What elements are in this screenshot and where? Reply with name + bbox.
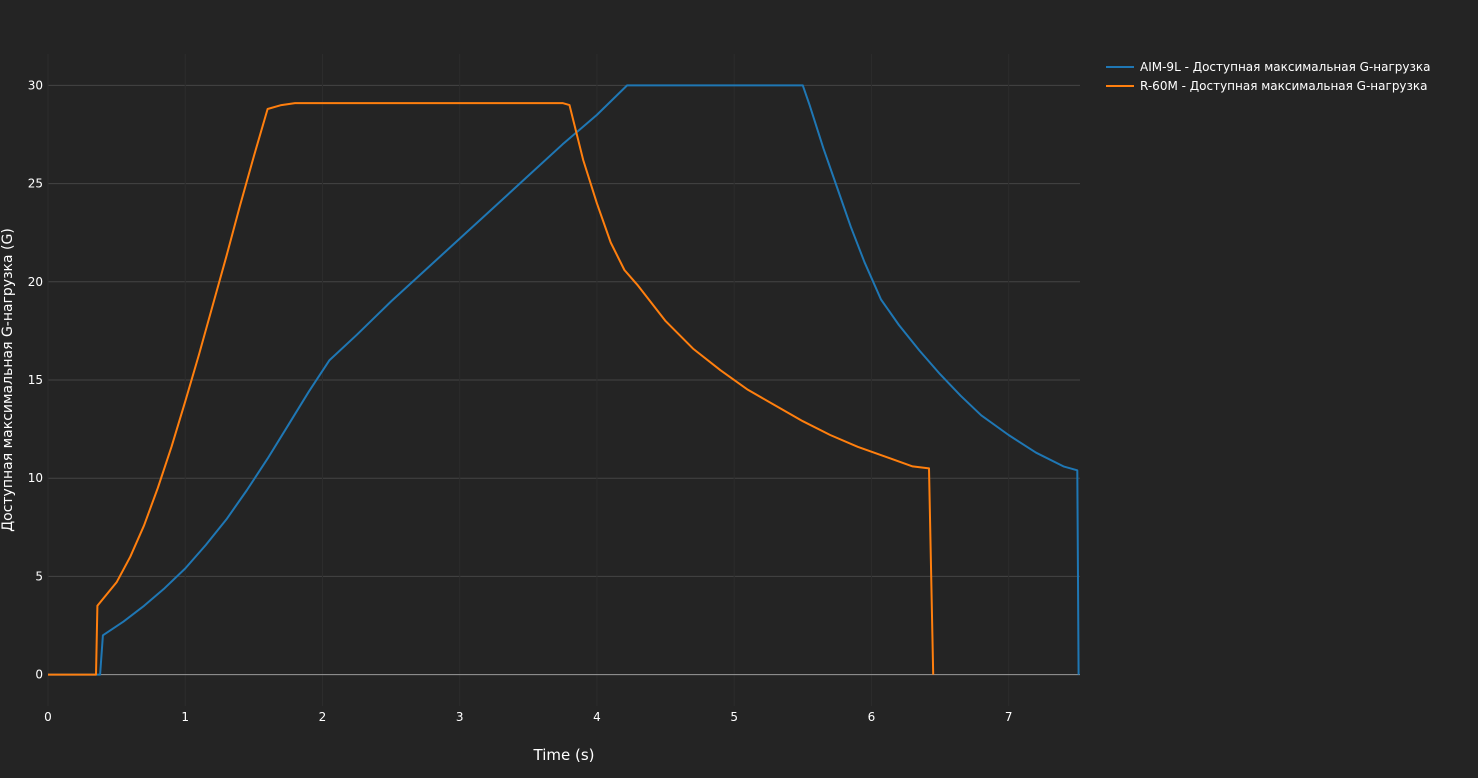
y-axis-title: Доступная максимальная G-нагрузка (G)	[0, 228, 16, 532]
x-tick-label: 2	[319, 710, 327, 724]
legend: AIM-9L - Доступная максимальная G-нагруз…	[1106, 60, 1430, 93]
x-axis-title: Time (s)	[533, 746, 595, 764]
x-tick-label: 7	[1005, 710, 1013, 724]
series-line-1[interactable]	[48, 84, 1080, 676]
series-lines	[48, 84, 1080, 676]
x-tick-label: 5	[730, 710, 738, 724]
y-tick-label: 5	[35, 569, 43, 583]
y-tick-label: 10	[28, 471, 43, 485]
x-tick-label: 1	[181, 710, 189, 724]
series-line-2[interactable]	[48, 102, 935, 676]
y-tick-labels: 0 5 10 15 20 25 30	[28, 78, 43, 681]
legend-label: AIM-9L - Доступная максимальная G-нагруз…	[1140, 60, 1430, 74]
legend-item[interactable]: R-60M - Доступная максимальная G-нагрузк…	[1106, 79, 1428, 93]
y-tick-label: 30	[28, 78, 43, 92]
y-tick-label: 25	[28, 177, 43, 191]
y-tick-label: 20	[28, 275, 43, 289]
x-tick-label: 4	[593, 710, 601, 724]
y-tick-label: 15	[28, 373, 43, 387]
x-tick-label: 3	[456, 710, 464, 724]
x-tick-labels: 0 1 2 3 4 5 6 7	[44, 710, 1012, 724]
grid-lines	[47, 54, 1080, 706]
x-tick-label: 0	[44, 710, 52, 724]
legend-label: R-60M - Доступная максимальная G-нагрузк…	[1140, 79, 1428, 93]
x-tick-label: 6	[868, 710, 876, 724]
y-tick-label: 0	[35, 668, 43, 682]
legend-item[interactable]: AIM-9L - Доступная максимальная G-нагруз…	[1106, 60, 1430, 74]
